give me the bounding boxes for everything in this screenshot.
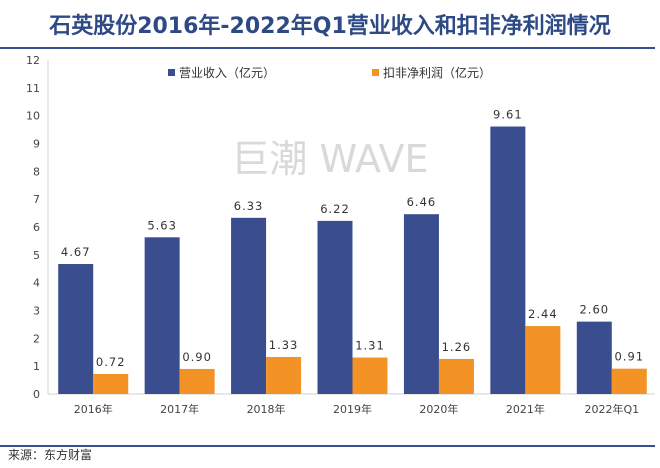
data-label: 6.33 xyxy=(234,199,264,213)
y-tick-label: 6 xyxy=(33,221,40,234)
footer-divider xyxy=(0,445,655,447)
net-profit-bar xyxy=(352,357,388,394)
x-tick-label: 2021年 xyxy=(506,402,545,416)
data-label: 9.61 xyxy=(493,108,523,122)
data-label: 2.44 xyxy=(528,307,558,321)
data-label: 0.90 xyxy=(182,350,212,364)
revenue-bar xyxy=(58,264,94,394)
data-label: 6.46 xyxy=(407,195,437,209)
data-label: 1.33 xyxy=(269,338,299,352)
net-profit-bar xyxy=(179,368,215,394)
revenue-bar xyxy=(403,214,439,394)
title-divider xyxy=(0,47,655,49)
x-tick-label: 2016年 xyxy=(74,402,113,416)
y-tick-label: 0 xyxy=(33,388,40,401)
legend-swatch xyxy=(372,69,379,76)
net-profit-bar xyxy=(266,356,302,394)
revenue-bar xyxy=(576,321,612,394)
net-profit-bar xyxy=(93,373,129,394)
legend-label: 扣非净利润（亿元） xyxy=(383,65,491,80)
x-tick-label: 2018年 xyxy=(247,402,286,416)
y-tick-label: 5 xyxy=(33,249,40,262)
data-label: 2.60 xyxy=(579,303,609,317)
y-tick-label: 12 xyxy=(26,54,40,67)
x-tick-label: 2019年 xyxy=(333,402,372,416)
x-tick-label: 2017年 xyxy=(160,402,199,416)
legend-label: 营业收入（亿元） xyxy=(179,65,275,80)
y-tick-label: 3 xyxy=(33,305,40,318)
x-tick-label: 2022年Q1 xyxy=(584,402,639,416)
legend-swatch xyxy=(168,69,175,76)
data-label: 1.26 xyxy=(442,340,472,354)
y-tick-label: 9 xyxy=(33,138,40,151)
source-note: 来源：东方财富 xyxy=(8,448,93,462)
data-label: 1.31 xyxy=(355,339,385,353)
revenue-bar xyxy=(317,220,353,394)
data-label: 0.91 xyxy=(614,350,644,364)
y-tick-label: 4 xyxy=(33,277,40,290)
y-tick-label: 2 xyxy=(33,332,40,345)
chart-title: 石英股份2016年-2022年Q1营业收入和扣非净利润情况 xyxy=(49,14,611,39)
y-tick-label: 7 xyxy=(33,193,40,206)
y-tick-label: 8 xyxy=(33,165,40,178)
x-tick-label: 2020年 xyxy=(419,402,458,416)
watermark: 巨潮 WAVE xyxy=(231,137,428,181)
net-profit-bar xyxy=(525,326,561,394)
y-tick-label: 10 xyxy=(26,110,40,123)
revenue-bar xyxy=(490,126,526,394)
net-profit-bar xyxy=(438,358,474,394)
data-label: 6.22 xyxy=(320,202,350,216)
data-label: 4.67 xyxy=(61,245,91,259)
y-tick-label: 11 xyxy=(26,82,40,95)
net-profit-bar xyxy=(611,368,647,394)
revenue-bar xyxy=(231,217,267,394)
data-label: 5.63 xyxy=(147,218,177,232)
data-label: 0.72 xyxy=(96,355,126,369)
y-tick-label: 1 xyxy=(33,360,40,373)
revenue-bar xyxy=(144,237,180,394)
